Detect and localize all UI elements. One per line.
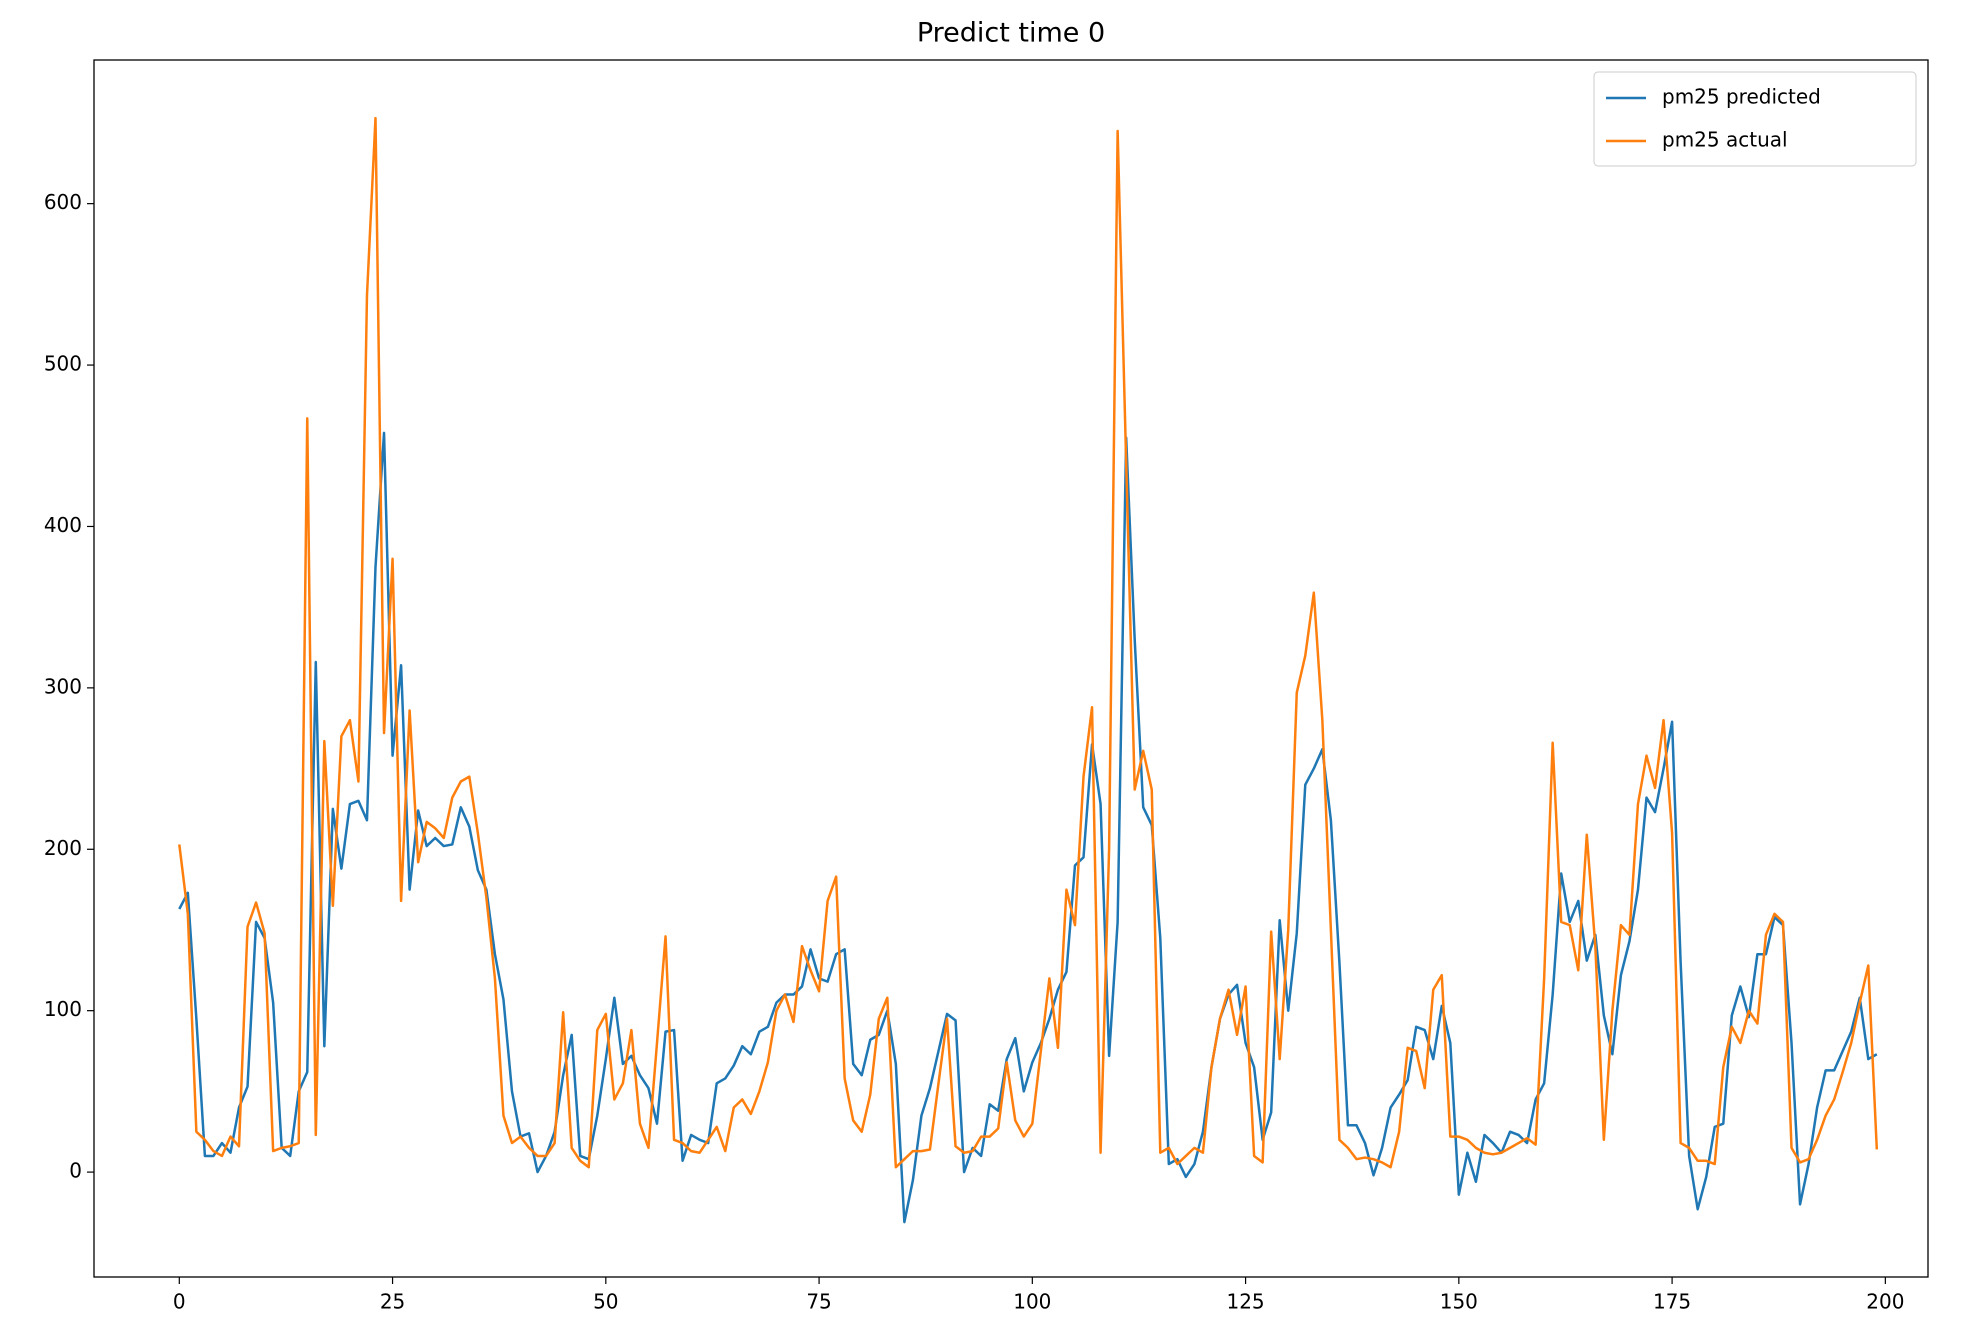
x-tick-label: 175	[1653, 1290, 1691, 1314]
legend-label: pm25 predicted	[1662, 85, 1821, 109]
y-tick-label: 100	[44, 997, 82, 1021]
x-tick-label: 25	[380, 1290, 405, 1314]
line-series	[178, 116, 1879, 1169]
y-tick-label: 0	[69, 1159, 82, 1183]
legend-box	[1593, 71, 1917, 167]
y-tick-label: 500	[44, 352, 82, 376]
x-tick-label: 75	[806, 1290, 831, 1314]
legend-label: pm25 actual	[1662, 128, 1788, 152]
x-tick-label: 0	[173, 1290, 186, 1314]
x-tick-label: 150	[1440, 1290, 1478, 1314]
y-tick-label: 400	[44, 513, 82, 537]
chart-title: Predict time 0	[917, 18, 1105, 49]
y-tick-label: 300	[44, 674, 82, 698]
x-tick-label: 50	[593, 1290, 618, 1314]
x-tick-label: 125	[1226, 1290, 1264, 1314]
plot-frame	[93, 59, 1929, 1278]
y-tick-label: 200	[44, 836, 82, 860]
y-tick-label: 600	[44, 190, 82, 214]
x-tick-label: 100	[1013, 1290, 1051, 1314]
x-tick-label: 200	[1866, 1290, 1904, 1314]
